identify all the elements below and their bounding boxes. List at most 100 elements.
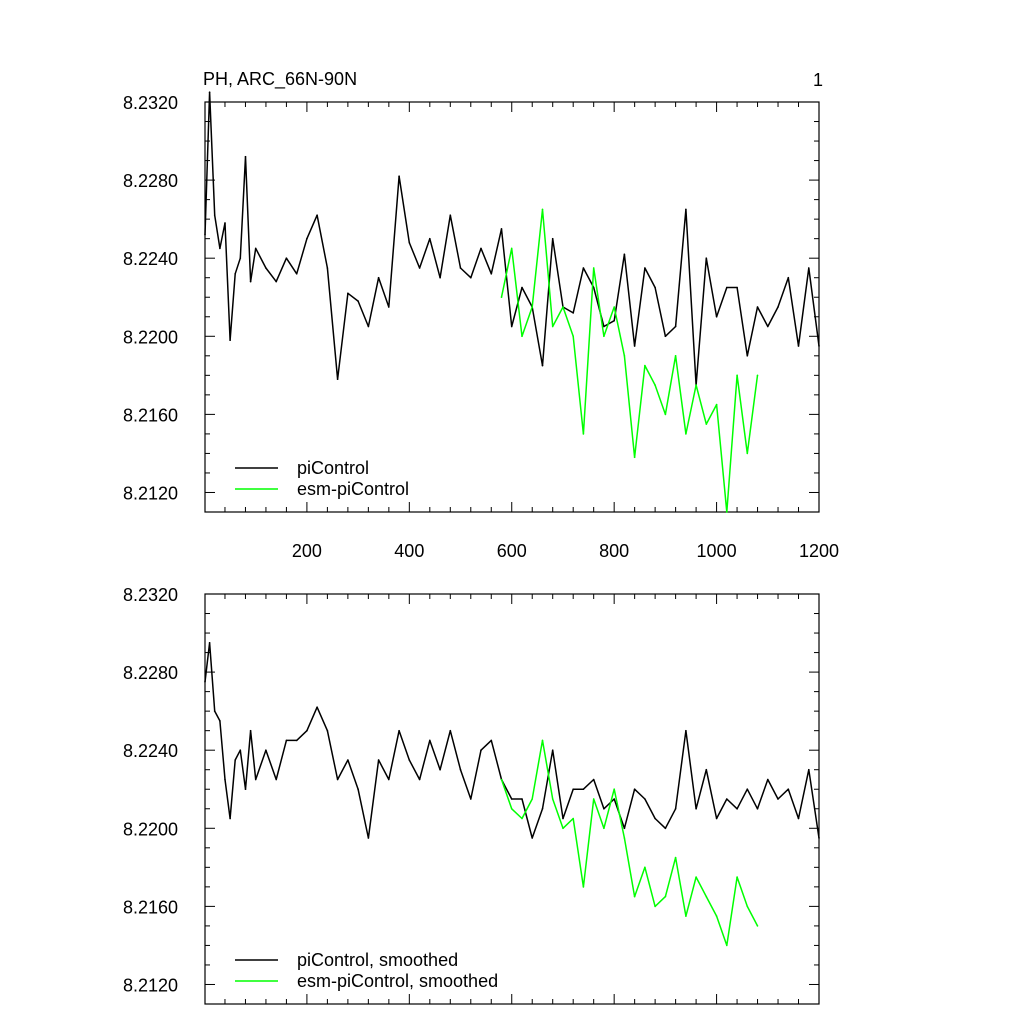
y-tick-label: 8.2240 (123, 249, 178, 269)
data-point (521, 817, 523, 820)
data-point (705, 895, 708, 898)
data-point (592, 798, 595, 800)
series-line-esm-picontrol (500, 208, 759, 513)
data-point (818, 345, 820, 347)
data-point (592, 286, 595, 289)
top-panel: PH, ARC_66N-90N 1 8.2120 8.2160 8.2200 8.22… (123, 69, 839, 561)
data-point (367, 325, 370, 328)
data-point (746, 788, 749, 790)
data-point (674, 325, 677, 328)
data-point (480, 749, 482, 751)
data-point (510, 798, 513, 800)
data-point (285, 257, 288, 260)
data-point (582, 886, 585, 888)
data-point (408, 759, 411, 761)
data-point (603, 335, 605, 338)
data-point (459, 768, 462, 771)
data-point (449, 214, 452, 216)
data-point (275, 280, 278, 283)
data-point (265, 267, 267, 269)
data-point (736, 876, 738, 878)
data-point (715, 915, 718, 917)
data-point (695, 384, 697, 386)
data-point (480, 247, 482, 250)
y-tick-label: 8.2320 (123, 93, 178, 113)
data-point (224, 778, 226, 781)
data-point (736, 286, 738, 289)
data-point (510, 325, 513, 328)
data-point (582, 433, 585, 435)
data-point (249, 729, 252, 732)
data-point (746, 452, 749, 455)
y-tick-label: 8.2120 (123, 975, 178, 995)
data-point (521, 286, 523, 289)
data-point (531, 837, 533, 839)
data-point (551, 749, 554, 751)
data-point (797, 345, 800, 347)
data-point (208, 91, 211, 93)
data-point (654, 817, 656, 820)
data-point (818, 837, 820, 839)
data-point (603, 808, 605, 810)
data-point (623, 253, 626, 256)
data-point (265, 749, 267, 751)
data-point (285, 739, 288, 742)
y-tick-label: 8.2120 (123, 483, 178, 503)
data-point (715, 403, 718, 406)
data-point (674, 856, 677, 859)
data-point (787, 788, 790, 790)
data-point (562, 827, 564, 830)
data-point (551, 237, 554, 240)
data-point (633, 788, 636, 790)
data-point (726, 798, 728, 800)
data-point (562, 817, 564, 820)
data-point (470, 276, 472, 279)
data-point (654, 384, 656, 386)
data-point (572, 312, 574, 314)
data-point (808, 768, 810, 771)
data-point (808, 267, 810, 269)
data-point (470, 798, 472, 800)
legend-label: piControl, smoothed (297, 950, 458, 970)
data-point (654, 286, 656, 289)
chart-title: PH, ARC_66N-90N (203, 69, 357, 90)
data-point (746, 905, 749, 908)
data-point (521, 798, 523, 800)
data-point (654, 905, 656, 908)
data-point (213, 710, 216, 712)
data-point (797, 817, 800, 820)
series-line-picontrol (204, 642, 820, 839)
data-point (756, 306, 759, 308)
data-point (541, 208, 544, 211)
data-point (767, 778, 769, 781)
data-point (715, 817, 718, 820)
data-point (408, 241, 411, 244)
data-point (674, 808, 677, 810)
data-point (551, 325, 554, 328)
data-point (510, 247, 513, 250)
data-point (726, 944, 728, 947)
data-point (592, 778, 595, 781)
data-point (531, 798, 533, 800)
data-point (490, 739, 493, 742)
data-point (429, 739, 431, 742)
data-point (295, 739, 298, 742)
x-tick-label: 1000 (697, 541, 737, 561)
y-tick-label: 8.2320 (123, 585, 178, 605)
data-point (695, 808, 697, 810)
data-point (204, 234, 206, 236)
data-point (664, 413, 667, 416)
data-point (674, 355, 677, 357)
data-point (418, 778, 421, 781)
data-point (208, 642, 211, 644)
x-tick-label: 400 (394, 541, 424, 561)
legend-label: esm-piControl, smoothed (297, 971, 498, 991)
data-point (347, 759, 349, 761)
data-point (306, 237, 308, 240)
x-tick-label: 200 (292, 541, 322, 561)
data-point (603, 325, 605, 328)
y-tick-label: 8.2280 (123, 663, 178, 683)
y-tick-label: 8.2160 (123, 405, 178, 425)
data-point (613, 798, 615, 800)
y-tick-label: 8.2200 (123, 819, 178, 839)
